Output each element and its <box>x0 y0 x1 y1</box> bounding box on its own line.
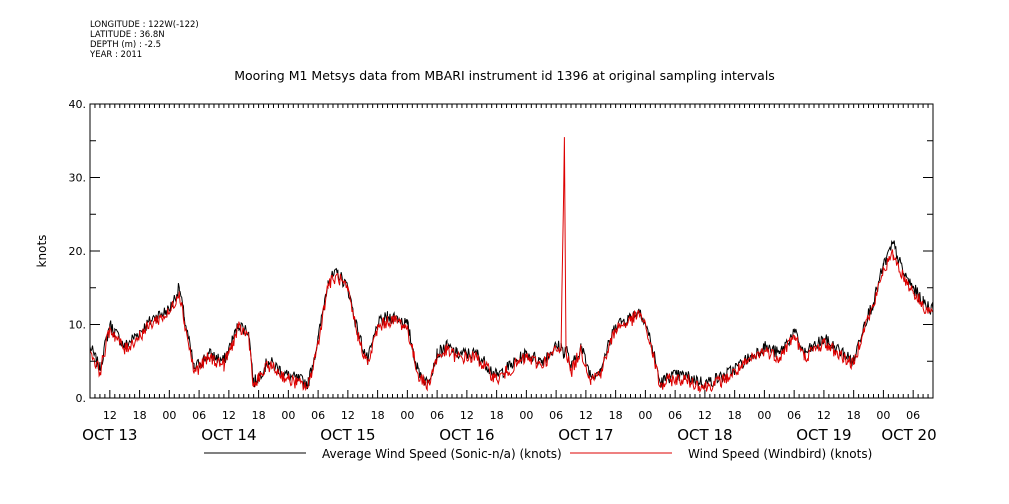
x-hour-label: 18 <box>133 409 147 422</box>
series-layer <box>89 137 934 394</box>
x-hour-label: 00 <box>400 409 414 422</box>
x-hour-label: 12 <box>341 409 355 422</box>
y-tick-label: 0. <box>76 392 87 405</box>
x-hour-label: 06 <box>668 409 682 422</box>
x-hour-label: 12 <box>817 409 831 422</box>
x-hour-label: 18 <box>371 409 385 422</box>
x-hour-label: 00 <box>519 409 533 422</box>
y-tick-label: 20. <box>69 245 87 258</box>
x-hour-label: 18 <box>490 409 504 422</box>
x-day-label: OCT 15 <box>320 426 375 444</box>
x-hour-label: 18 <box>728 409 742 422</box>
x-hour-label: 06 <box>906 409 920 422</box>
y-axis-label: knots <box>35 235 49 268</box>
x-day-label: OCT 17 <box>558 426 613 444</box>
y-tick-label: 10. <box>69 319 87 332</box>
x-hour-label: 00 <box>281 409 295 422</box>
x-day-label: OCT 18 <box>677 426 732 444</box>
x-hour-label: 06 <box>192 409 206 422</box>
y-tick-label: 40. <box>69 98 87 111</box>
chart-title: Mooring M1 Metsys data from MBARI instru… <box>234 68 775 83</box>
x-hour-label: 06 <box>787 409 801 422</box>
metadata-block: LONGITUDE : 122W(-122) LATITUDE : 36.8N … <box>90 20 199 60</box>
x-day-label: OCT 20 <box>881 426 936 444</box>
year-label: YEAR : 2011 <box>90 50 143 60</box>
x-day-label: OCT 14 <box>201 426 256 444</box>
x-hour-label: 06 <box>311 409 325 422</box>
x-day-label: OCT 13 <box>82 426 137 444</box>
depth-label: DEPTH (m) : -2.5 <box>90 40 162 50</box>
legend-label-windbird: Wind Speed (Windbird) (knots) <box>688 447 872 461</box>
x-day-label: OCT 19 <box>796 426 851 444</box>
y-tick-label: 30. <box>69 172 87 185</box>
x-day-label: OCT 16 <box>439 426 494 444</box>
x-hour-label: 00 <box>757 409 771 422</box>
x-hour-label: 18 <box>609 409 623 422</box>
x-hour-label: 06 <box>430 409 444 422</box>
plot-frame <box>89 103 934 399</box>
x-hour-label: 00 <box>638 409 652 422</box>
series-line-windbird-wind-speed <box>89 137 934 394</box>
axes-layer: 0. 10. 20. 30. 40. 12 18 00 06 12 18 00 06 12 18 00 06 12… <box>69 98 937 444</box>
x-hour-label: 12 <box>698 409 712 422</box>
x-hour-label: 06 <box>549 409 563 422</box>
legend-label-average: Average Wind Speed (Sonic-n/a) (knots) <box>322 447 562 461</box>
x-hour-label: 12 <box>103 409 117 422</box>
longitude-label: LONGITUDE : 122W(-122) <box>90 20 199 30</box>
x-hour-label: 18 <box>847 409 861 422</box>
x-hour-label: 18 <box>252 409 266 422</box>
series-line-average-wind-speed <box>89 239 934 390</box>
x-hour-label: 00 <box>876 409 890 422</box>
x-hour-label: 12 <box>460 409 474 422</box>
x-hour-label: 12 <box>222 409 236 422</box>
x-hour-label: 00 <box>162 409 176 422</box>
x-hour-label: 12 <box>579 409 593 422</box>
latitude-label: LATITUDE : 36.8N <box>90 30 165 40</box>
legend: Average Wind Speed (Sonic-n/a) (knots) W… <box>204 447 872 461</box>
